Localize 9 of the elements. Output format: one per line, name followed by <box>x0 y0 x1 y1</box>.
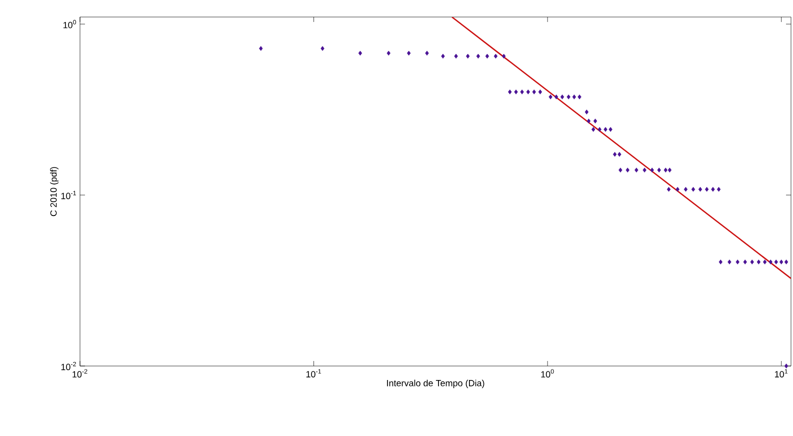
y-tick-label: 10$^{-1}$ <box>61 190 76 200</box>
x-tick-label: 10$^{-1}$ <box>306 369 322 378</box>
x-tick-label: 10$^{1}$ <box>775 369 788 378</box>
x-tick-label: 10$^{0}$ <box>541 369 554 378</box>
y-axis-title: C 2010 (pdf) <box>50 167 58 216</box>
x-axis-title: Intervalo de Tempo (Dia) <box>387 380 484 388</box>
y-tick-label: 10$^{-2}$ <box>61 362 76 370</box>
y-tick-label: 10$^{0}$ <box>63 20 76 28</box>
x-tick-label: 10$^{-2}$ <box>72 369 88 378</box>
